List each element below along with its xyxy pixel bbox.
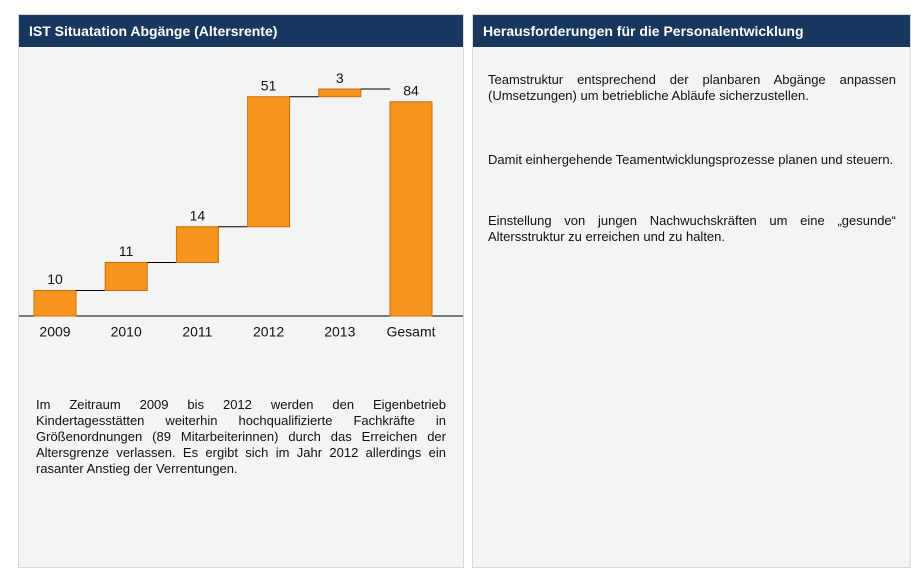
value-label: 3 (336, 70, 344, 86)
bar (389, 101, 433, 317)
bar (33, 290, 77, 317)
paragraph: Einstellung von jungen Nachwuchskräften … (488, 213, 896, 244)
x-tick-label: Gesamt (386, 324, 435, 340)
bar (247, 96, 291, 228)
bar (318, 88, 362, 98)
bar (104, 261, 148, 292)
x-tick-label: 2009 (39, 324, 70, 340)
value-label: 11 (119, 243, 134, 259)
right-panel: Herausforderungen für die Personalentwic… (472, 14, 911, 568)
panel-title: IST Situatation Abgänge (Altersrente) (19, 15, 463, 47)
x-tick-label: 2011 (182, 324, 212, 340)
value-label: 14 (190, 207, 206, 223)
paragraph: Damit einhergehende Teamentwicklungsproz… (488, 152, 894, 167)
panel-title: Herausforderungen für die Personalentwic… (473, 15, 910, 47)
value-label: 84 (403, 83, 419, 99)
paragraph: Teamstruktur entsprechend der planbaren … (488, 72, 896, 103)
value-label: 10 (47, 271, 63, 287)
x-tick-label: 2013 (324, 324, 355, 340)
x-tick-label: 2010 (111, 324, 142, 340)
value-label: 51 (261, 77, 277, 93)
bar (175, 226, 219, 263)
paragraph: Im Zeitraum 2009 bis 2012 werden den Eig… (36, 397, 446, 476)
x-tick-label: 2012 (253, 324, 284, 340)
